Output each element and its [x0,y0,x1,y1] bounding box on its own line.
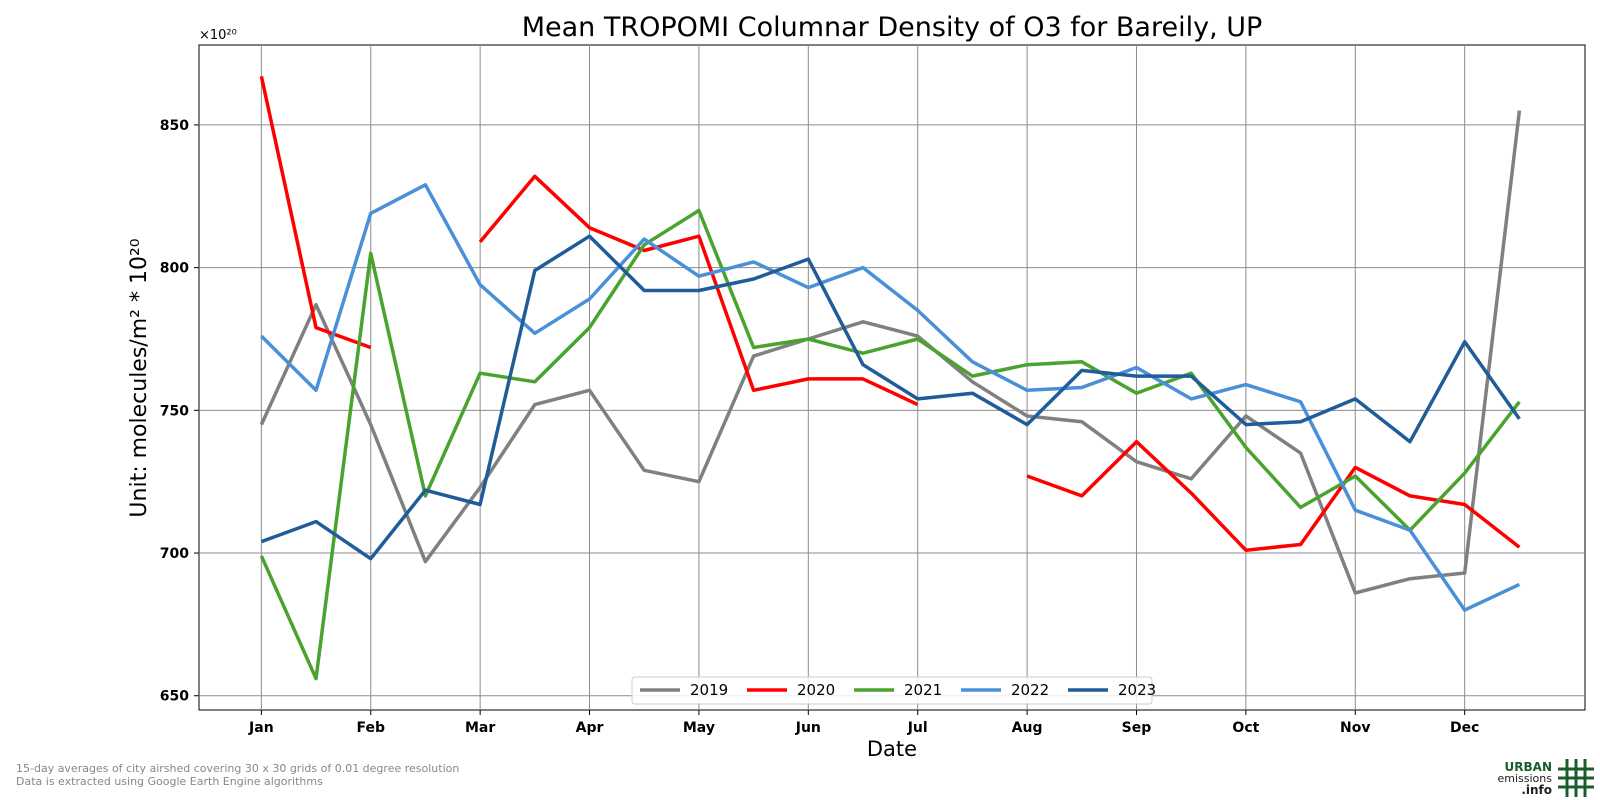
y-offset-label: ×10²⁰ [199,28,237,43]
legend-label-2022: 2022 [1011,681,1049,699]
y-tick-label: 700 [160,546,189,562]
series-line-2023 [260,234,1521,561]
x-tick-label: Dec [1450,720,1479,736]
x-tick-label: May [683,720,715,736]
logo-text-urban: URBAN [1504,760,1552,774]
x-tick-label: Aug [1012,720,1043,736]
x-tick-label: Jul [907,720,928,736]
series-lines [259,76,1522,681]
legend-label-2023: 2023 [1118,681,1156,699]
y-tick-label: 850 [160,118,189,134]
series-line-2021 [259,208,1521,681]
y-tick-label: 750 [160,403,189,419]
x-tick-label: Mar [465,720,495,736]
x-tick-label: Jun [795,720,821,736]
logo-text-info: .info [1521,783,1552,797]
x-tick-label: Oct [1232,720,1259,736]
x-tick-label: Feb [356,720,385,736]
grid-icon [1558,759,1594,797]
x-axis-ticks: Jan Feb Mar Apr May Jun Jul Aug Sep Oct Nov Dec [248,710,1479,736]
legend: 2019 2020 2021 2022 2023 [631,676,1156,705]
y-axis-ticks: 650 700 750 800 850 [160,118,199,705]
y-axis-label: Unit: molecules/m² * 10²⁰ [127,238,152,517]
x-tick-label: Sep [1122,720,1152,736]
urban-emissions-logo: URBAN emissions .info [1494,758,1594,798]
chart-title: Mean TROPOMI Columnar Density of O3 for … [522,12,1263,43]
series-line-2022 [260,183,1521,612]
legend-label-2021: 2021 [904,681,942,699]
plot-area [198,44,1586,711]
series-line-2019 [259,110,1522,595]
y-tick-label: 650 [160,689,189,705]
x-tick-label: Jan [248,720,274,736]
logo-text-emissions: emissions [1497,772,1553,785]
x-axis-label: Date [867,737,917,761]
x-tick-label: Apr [576,720,604,736]
y-tick-label: 800 [160,261,189,277]
footnote-1: 15-day averages of city airshed covering… [16,762,460,775]
legend-label-2020: 2020 [797,681,835,699]
legend-label-2019: 2019 [690,681,728,699]
footnote-2: Data is extracted using Google Earth Eng… [16,775,323,788]
x-tick-label: Nov [1340,720,1370,736]
